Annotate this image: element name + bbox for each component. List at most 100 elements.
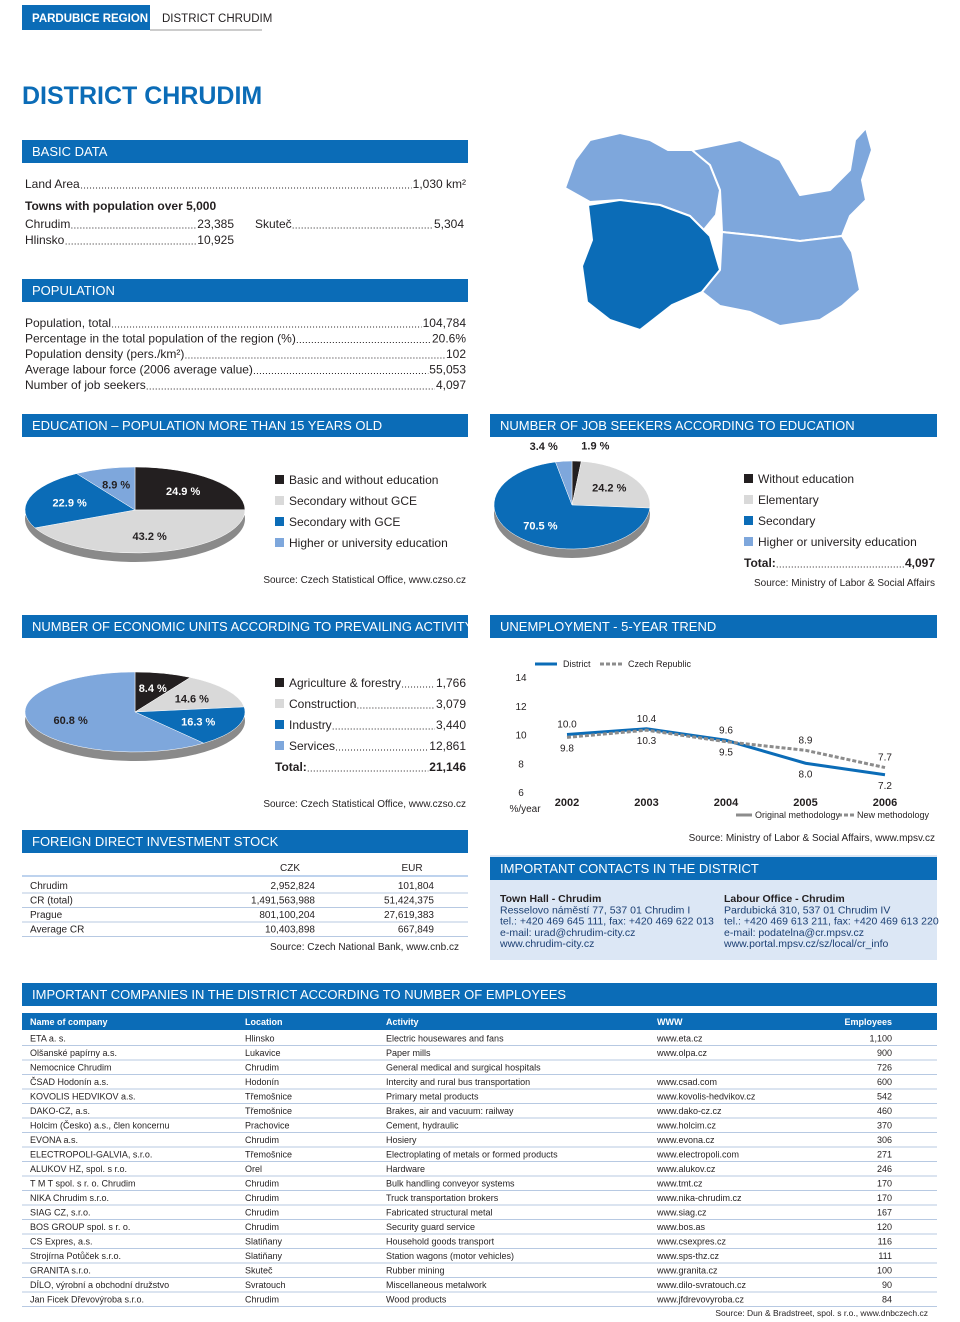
table-cell: www.holcim.cz: [656, 1121, 717, 1131]
table-cell: www.jfdrevovyroba.cz: [656, 1295, 745, 1305]
contact-line: Resselovo náměstí 77, 537 01 Chrudim I: [500, 904, 690, 916]
table-cell: 120: [877, 1222, 892, 1232]
table-cell: www.electropoli.com: [656, 1150, 739, 1160]
table-cell: www.nika-chrudim.cz: [656, 1193, 742, 1203]
table-cell: 100: [877, 1266, 892, 1276]
legend-swatch: [275, 720, 284, 729]
section-bar: [490, 615, 937, 638]
legend-label: Without education: [758, 472, 854, 486]
legend-swatch: [275, 741, 284, 750]
pie-slice: [134, 677, 245, 713]
section-bar: [22, 140, 468, 163]
legend-label: Original methodology: [755, 810, 841, 820]
legend-label: Elementary: [758, 493, 819, 507]
contact-line: Town Hall - Chrudim: [500, 893, 601, 905]
table-header: Name of company: [30, 1017, 108, 1027]
table-cell: 801,100,204: [259, 910, 315, 921]
table-cell: Bulk handling conveyor systems: [386, 1179, 515, 1189]
source-note: Source: Ministry of Labor & Social Affai…: [754, 578, 935, 589]
table-cell: CS Expres, a.s.: [30, 1237, 93, 1247]
table-cell: 167: [877, 1208, 892, 1218]
table-cell: Miscellaneous metalwork: [386, 1280, 487, 1290]
table-cell: Holcim (Česko) a.s., člen koncernu: [30, 1121, 170, 1131]
header-tab: [22, 5, 150, 30]
contact-line: e-mail: podatelna@cr.mpsv.cz: [724, 927, 864, 939]
table-cell: Svratouch: [245, 1280, 286, 1290]
row-label: Average labour force (2006 average value…: [25, 363, 253, 377]
table-cell: www.bos.as: [656, 1222, 706, 1232]
pie-slice: [75, 466, 136, 511]
table-cell: T M T spol. s r. o. Chrudim: [30, 1179, 136, 1189]
source-note: Source: Dun & Bradstreet, spol. s r.o., …: [715, 1308, 928, 1318]
table-cell: 84: [882, 1295, 892, 1305]
row-label: Land Area: [25, 177, 80, 191]
row-value: 102: [446, 347, 466, 361]
table-cell: Prachovice: [245, 1121, 290, 1131]
table-cell: www.sps-thz.cz: [656, 1251, 720, 1261]
table-cell: Strojírna Potůček s.r.o.: [30, 1251, 121, 1261]
pie-value-label: 60.8 %: [54, 715, 88, 727]
table-cell: 900: [877, 1048, 892, 1058]
section-bar: [490, 414, 937, 437]
table-cell: ALUKOV HZ, spol. s r.o.: [30, 1164, 127, 1174]
pie-value-label: 14.6 %: [175, 693, 209, 705]
legend-value: 3,079: [436, 697, 466, 711]
legend-swatch: [275, 538, 284, 547]
table-cell: www.evona.cz: [656, 1135, 715, 1145]
source-note: Source: Czech National Bank, www.cnb.cz: [270, 942, 459, 953]
table-cell: Olšanské papírny a.s.: [30, 1048, 117, 1058]
contact-line: tel.: +420 469 613 211, fax: +420 469 61…: [724, 916, 939, 928]
table-cell: Household goods transport: [386, 1237, 495, 1247]
table-cell: Electroplating of metals or formed produ…: [386, 1150, 558, 1160]
table-cell: Chrudim: [245, 1208, 279, 1218]
pie-slice: [134, 466, 246, 511]
table-cell: General medical and surgical hospitals: [386, 1063, 541, 1073]
table-cell: Hardware: [386, 1164, 425, 1174]
table-cell: EVONA a.s.: [30, 1135, 78, 1145]
legend-swatch: [744, 516, 753, 525]
table-cell: 460: [877, 1106, 892, 1116]
pie-slice: [555, 460, 573, 506]
section-bar: [22, 615, 468, 638]
x-tick-label: 2002: [555, 797, 579, 809]
table-cell: DÍLO, výrobní a obchodní družstvo: [30, 1280, 169, 1290]
source-note: Source: Czech Statistical Office, www.cz…: [263, 799, 466, 810]
y-tick-label: 8: [518, 759, 524, 770]
legend-swatch: [275, 496, 284, 505]
contact-line: Pardubická 310, 537 01 Chrudim IV: [724, 904, 890, 916]
table-cell: 90: [882, 1280, 892, 1290]
section-bar: [22, 983, 937, 1006]
map-area: [691, 127, 873, 242]
table-cell: Security guard service: [386, 1222, 475, 1232]
table-cell: Třemošnice: [245, 1150, 292, 1160]
pie-value-label: 22.9 %: [53, 497, 87, 509]
table-cell: Skuteč: [245, 1266, 273, 1276]
legend-value: 1,766: [436, 676, 466, 690]
y-tick-label: 12: [515, 702, 527, 713]
table-cell: 1,491,563,988: [251, 896, 315, 907]
table-cell: www.csexpres.cz: [656, 1237, 727, 1247]
point-label: 10.0: [557, 720, 577, 731]
x-tick-label: 2006: [873, 797, 897, 809]
table-cell: Chrudim: [245, 1193, 279, 1203]
row-value: 55,053: [429, 363, 466, 377]
town-name: Chrudim: [25, 217, 70, 231]
table-header: Activity: [386, 1017, 419, 1027]
table-cell: BOS GROUP spol. s r. o.: [30, 1222, 130, 1232]
x-tick-label: 2005: [793, 797, 817, 809]
table-header: Employees: [844, 1017, 892, 1027]
table-cell: 726: [877, 1063, 892, 1073]
map-area-highlight: [581, 199, 721, 331]
table-cell: 306: [877, 1135, 892, 1145]
contact-line: tel.: +420 469 645 111, fax: +420 469 62…: [500, 916, 714, 928]
table-cell: www.alukov.cz: [656, 1164, 716, 1174]
table-cell: DAKO-CZ, a.s.: [30, 1106, 90, 1116]
point-label: 8.0: [799, 769, 813, 780]
header-tab-label: DISTRICT CHRUDIM: [162, 13, 272, 25]
pie-slice: [34, 509, 246, 554]
table-header: EUR: [401, 863, 422, 874]
x-tick-label: 2003: [634, 797, 658, 809]
table-cell: Nemocnice Chrudim: [30, 1063, 112, 1073]
header-tab-label: PARDUBICE REGION: [32, 13, 148, 25]
legend-label: Services: [289, 739, 335, 753]
